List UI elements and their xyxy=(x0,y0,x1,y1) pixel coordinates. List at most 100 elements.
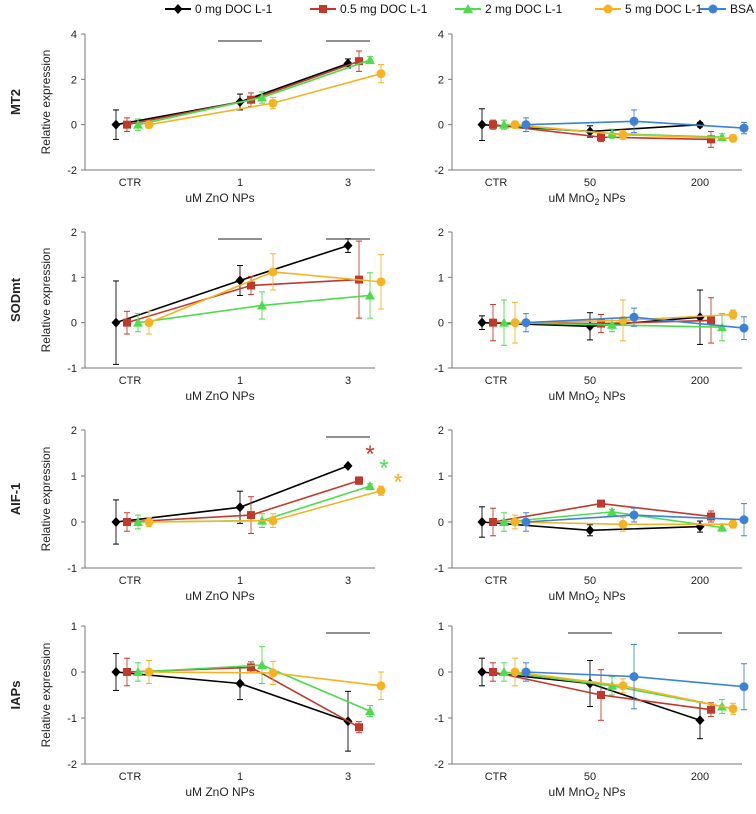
data-point xyxy=(111,667,121,677)
data-point xyxy=(477,119,487,130)
significance-star: * xyxy=(365,441,374,468)
data-point xyxy=(477,667,487,677)
data-point xyxy=(728,704,738,714)
x-tick-label: 3 xyxy=(345,177,351,189)
legend-marker xyxy=(603,4,613,14)
data-point xyxy=(707,705,715,714)
data-point xyxy=(123,518,131,526)
data-point xyxy=(707,512,715,521)
x-tick-label: 50 xyxy=(584,771,596,783)
data-point xyxy=(355,57,363,66)
x-tick-label: 1 xyxy=(237,575,243,587)
data-point xyxy=(133,667,143,676)
y-tick-label: 0 xyxy=(438,517,444,529)
legend: 0 mg DOC L-1 0.5 mg DOC L-1 2 mg DOC L-1 5 … xyxy=(165,2,754,16)
data-point xyxy=(268,516,278,526)
data-point xyxy=(521,318,531,328)
data-point xyxy=(235,275,245,286)
y-tick-label: -1 xyxy=(67,363,77,375)
legend-marker xyxy=(319,5,327,13)
significance-star: * xyxy=(393,469,402,496)
row-label: IAPs xyxy=(8,681,23,710)
data-point xyxy=(607,319,617,329)
data-point xyxy=(365,706,375,716)
data-point xyxy=(707,135,715,144)
series-line xyxy=(126,60,360,126)
data-point xyxy=(707,316,715,325)
x-tick-label: 200 xyxy=(691,771,709,783)
data-point xyxy=(618,681,628,691)
y-tick-label: 0 xyxy=(71,667,77,679)
y-tick-label: 2 xyxy=(71,74,77,86)
data-point xyxy=(510,517,520,527)
x-tick-label: CTR xyxy=(485,771,508,783)
x-axis-label: uM MnO2 NPs xyxy=(548,785,625,801)
data-point xyxy=(343,460,353,471)
data-point xyxy=(499,317,509,327)
x-tick-label: CTR xyxy=(119,177,142,189)
data-point xyxy=(597,319,605,328)
data-point xyxy=(499,517,509,526)
row-label: MT2 xyxy=(8,89,23,115)
y-tick-label: -1 xyxy=(434,563,444,575)
legend-marker xyxy=(463,4,473,13)
y-tick-label: -2 xyxy=(434,759,444,771)
data-point xyxy=(355,723,363,732)
x-tick-label: 200 xyxy=(691,375,709,387)
data-point xyxy=(585,525,595,536)
x-tick-label: CTR xyxy=(485,375,508,387)
legend-label: 5 mg DOC L-1 xyxy=(625,2,703,16)
y-axis-label: Relative expression xyxy=(39,447,53,552)
data-point xyxy=(257,660,267,670)
x-tick-label: 1 xyxy=(237,177,243,189)
data-point xyxy=(499,119,509,129)
data-point xyxy=(510,120,520,130)
x-tick-label: 1 xyxy=(237,375,243,387)
data-point xyxy=(607,680,617,690)
data-point xyxy=(521,120,531,130)
y-tick-label: -1 xyxy=(434,713,444,725)
data-point xyxy=(268,668,278,678)
data-point xyxy=(629,116,639,126)
data-point xyxy=(521,517,531,527)
data-point xyxy=(728,133,738,143)
y-tick-label: 1 xyxy=(71,621,77,633)
data-point xyxy=(257,300,267,310)
data-point xyxy=(739,123,749,133)
x-tick-label: CTR xyxy=(119,575,142,587)
y-tick-label: 4 xyxy=(71,29,77,41)
panel-mt2-zno: -2 0 2 4 CTR 1 3 uM ZnO NPs Relative expression M… xyxy=(8,29,386,205)
data-point xyxy=(717,522,727,532)
y-tick-label: 1 xyxy=(438,471,444,483)
x-axis-label: uM MnO2 NPs xyxy=(548,589,625,605)
data-point xyxy=(607,506,617,516)
x-tick-label: 200 xyxy=(691,177,709,189)
legend-label: 0.5 mg DOC L-1 xyxy=(340,2,428,16)
data-point xyxy=(489,518,497,526)
data-point xyxy=(247,663,255,672)
data-point xyxy=(521,667,531,677)
data-point xyxy=(133,517,143,526)
data-point xyxy=(355,476,363,485)
y-tick-label: 0 xyxy=(438,318,444,330)
x-tick-label: 50 xyxy=(584,575,596,587)
data-point xyxy=(235,502,245,513)
y-tick-label: 1 xyxy=(71,272,77,284)
data-point xyxy=(376,277,386,287)
legend-marker xyxy=(708,4,718,14)
x-tick-label: CTR xyxy=(119,375,142,387)
series-line xyxy=(115,62,349,126)
significance-star: * xyxy=(379,455,388,482)
data-point xyxy=(510,318,520,328)
panel-iaps-mno2: -2 -1 0 1 CTR 50 200 uM MnO2 NPs xyxy=(434,621,749,801)
panel-aif-1-mno2: -1 0 1 2 CTR 50 200 uM MnO2 NPs xyxy=(434,425,749,605)
y-tick-label: -2 xyxy=(67,759,77,771)
data-point xyxy=(618,130,628,140)
data-point xyxy=(144,667,154,677)
x-axis-label: uM MnO2 NPs xyxy=(548,191,625,207)
y-tick-label: 1 xyxy=(438,621,444,633)
y-tick-label: 0 xyxy=(71,517,77,529)
x-axis-label: uM ZnO NPs xyxy=(185,389,254,403)
